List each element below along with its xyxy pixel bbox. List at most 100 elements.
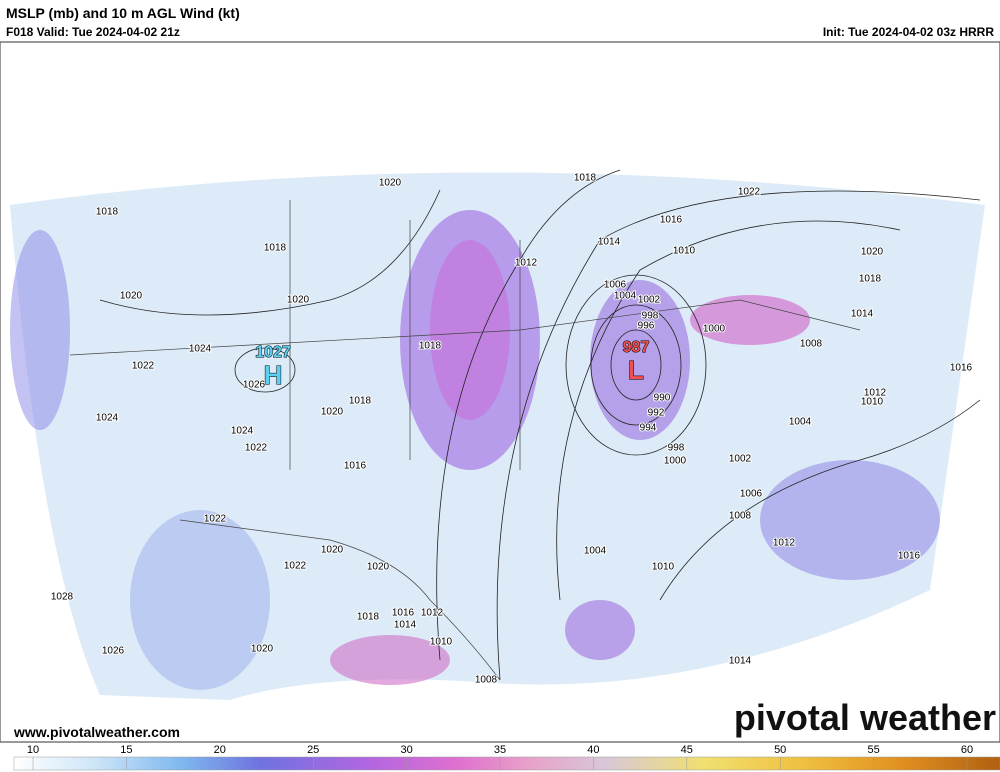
isobar-label: 992 bbox=[648, 408, 665, 419]
isobar-label: 1028 bbox=[51, 592, 74, 603]
isobar-label: 1016 bbox=[392, 608, 415, 619]
isobar-label: 1012 bbox=[515, 258, 538, 269]
isobar-label: 994 bbox=[640, 423, 657, 434]
isobar bbox=[496, 190, 981, 681]
isobar-label: 1022 bbox=[738, 187, 761, 198]
isobar-label: 1024 bbox=[231, 426, 254, 437]
isobar-label: 1020 bbox=[379, 178, 402, 189]
isobar-label: 1004 bbox=[614, 291, 637, 302]
isobar bbox=[565, 274, 707, 456]
isobar-label: 1010 bbox=[861, 397, 884, 408]
low-pressure: 987 bbox=[623, 339, 650, 356]
isobar-label: 1016 bbox=[950, 363, 973, 374]
colorbar-tick-label: 50 bbox=[774, 744, 786, 756]
isobar-label: 1024 bbox=[96, 413, 119, 424]
isobars bbox=[99, 169, 981, 681]
isobar bbox=[234, 347, 296, 393]
isobar bbox=[659, 399, 981, 601]
wind-shade bbox=[330, 635, 450, 685]
isobar-label: 1026 bbox=[102, 646, 125, 657]
isobar-labels: 1020 1018 1018 1020 1020 1024 1022 1026 1024 1024… bbox=[50, 172, 974, 687]
isobar-label: 1020 bbox=[251, 644, 274, 655]
isobar-label: 1018 bbox=[574, 173, 597, 184]
low-letter: L bbox=[628, 355, 644, 385]
wind-shade bbox=[760, 460, 940, 580]
high-pressure: 1027 bbox=[255, 344, 291, 361]
state-line bbox=[289, 200, 521, 470]
isobar-label: 1020 bbox=[321, 545, 344, 556]
isobar bbox=[556, 220, 901, 601]
isobar-label: 1008 bbox=[475, 675, 498, 686]
isobar-label: 1014 bbox=[851, 309, 874, 320]
colorbar-tick-label: 45 bbox=[681, 744, 693, 756]
isobar-label: 1012 bbox=[864, 388, 887, 399]
colorbar-tick-label: 55 bbox=[867, 744, 879, 756]
isobar-label: 1018 bbox=[859, 274, 882, 285]
isobar-label: 1010 bbox=[430, 637, 453, 648]
isobar-label: 1008 bbox=[729, 511, 752, 522]
colorbar-tick-label: 25 bbox=[307, 744, 319, 756]
isobar-label: 1002 bbox=[729, 454, 752, 465]
title: MSLP (mb) and 10 m AGL Wind (kt) bbox=[6, 5, 240, 21]
isobar-label: 1014 bbox=[598, 237, 621, 248]
isobar-label: 1000 bbox=[703, 324, 726, 335]
isobar-label: 996 bbox=[638, 321, 655, 332]
isobar-label: 1020 bbox=[287, 295, 310, 306]
colorbar-tick-label: 15 bbox=[120, 744, 132, 756]
isobar-label: 1022 bbox=[284, 561, 307, 572]
logo: pivotal weather bbox=[734, 697, 996, 738]
isobar-label: 1026 bbox=[243, 380, 266, 391]
map-frame bbox=[0, 41, 1000, 743]
colorbar-tick-label: 10 bbox=[27, 744, 39, 756]
isobar-label: 1018 bbox=[96, 207, 119, 218]
isobar-label: 1020 bbox=[321, 407, 344, 418]
colorbar-tick-label: 40 bbox=[587, 744, 599, 756]
isobar-label: 1016 bbox=[344, 461, 367, 472]
isobar-label: 998 bbox=[642, 311, 659, 322]
isobar bbox=[99, 189, 441, 316]
border bbox=[69, 299, 861, 356]
isobar bbox=[436, 169, 621, 661]
isobar-label: 1016 bbox=[660, 215, 683, 226]
isobar-label: 1008 bbox=[800, 339, 823, 350]
isobar-label: 1002 bbox=[638, 295, 661, 306]
model-domain bbox=[10, 172, 985, 700]
isobar-label: 1006 bbox=[740, 489, 763, 500]
colorbar-tick-label: 30 bbox=[400, 744, 412, 756]
isobar-label: 1006 bbox=[604, 280, 627, 291]
init-time: Init: Tue 2024-04-02 03z HRRR bbox=[823, 25, 994, 39]
wind-shade bbox=[565, 600, 635, 660]
isobar-label: 1020 bbox=[120, 291, 143, 302]
isobar-label: 1010 bbox=[652, 562, 675, 573]
isobar-label: 1018 bbox=[264, 243, 287, 254]
isobar-label: 1018 bbox=[349, 396, 372, 407]
isobar-label: 1018 bbox=[419, 341, 442, 352]
isobar-label: 1012 bbox=[773, 538, 796, 549]
website: www.pivotalweather.com bbox=[13, 724, 180, 740]
isobar-label: 998 bbox=[668, 443, 685, 454]
isobar-label: 1020 bbox=[367, 562, 390, 573]
valid-time: F018 Valid: Tue 2024-04-02 21z bbox=[6, 25, 180, 39]
isobar-label: 1000 bbox=[664, 456, 687, 467]
isobar-label: 1012 bbox=[421, 608, 444, 619]
isobar-label: 1010 bbox=[673, 246, 696, 257]
isobar-label: 1024 bbox=[189, 344, 212, 355]
isobar-label: 1004 bbox=[789, 417, 812, 428]
wind-shade bbox=[590, 280, 690, 440]
wind-shade bbox=[10, 230, 70, 430]
isobar-label: 1014 bbox=[394, 620, 417, 631]
boundaries bbox=[69, 200, 861, 681]
colorbar-tick-label: 60 bbox=[961, 744, 973, 756]
colorbar bbox=[13, 756, 1000, 771]
isobar bbox=[590, 304, 682, 426]
high-letter: H bbox=[264, 360, 283, 390]
isobar-label: 1022 bbox=[132, 361, 155, 372]
colorbar-tick-label: 20 bbox=[214, 744, 226, 756]
isobar-label: 1018 bbox=[357, 612, 380, 623]
isobar bbox=[610, 329, 662, 401]
isobar-label: 990 bbox=[654, 393, 671, 404]
wind-shade bbox=[690, 295, 810, 345]
wind-shade bbox=[430, 240, 510, 420]
isobar-label: 1004 bbox=[584, 546, 607, 557]
